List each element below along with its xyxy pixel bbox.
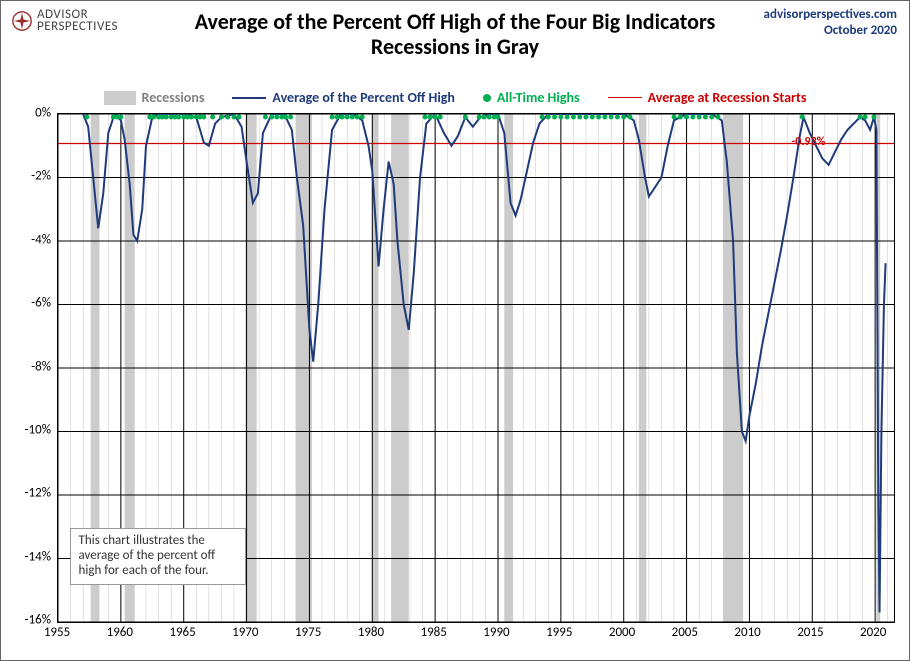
legend-avg-label: Average of the Percent Off High: [272, 89, 455, 106]
legend-avg-line: Average of the Percent Off High: [232, 89, 455, 106]
legend-recessions: Recessions: [104, 89, 205, 106]
y-tick-label: -4%: [31, 232, 51, 247]
y-tick-label: -6%: [31, 296, 51, 311]
ref-swatch-icon: [608, 97, 642, 98]
x-tick-label: 1975: [295, 625, 321, 640]
title-line-2: Recessions in Gray: [371, 33, 539, 60]
x-tick-label: 1965: [169, 625, 195, 640]
x-tick-label: 2000: [609, 625, 635, 640]
legend: Recessions Average of the Percent Off Hi…: [1, 89, 909, 106]
line-swatch-icon: [232, 97, 266, 99]
x-tick-label: 2015: [797, 625, 823, 640]
legend-highs: All-Time Highs: [483, 89, 580, 106]
y-tick-label: 0%: [35, 106, 51, 121]
title-line-1: Average of the Percent Off High of the F…: [195, 8, 716, 35]
x-tick-label: 1980: [358, 625, 384, 640]
x-tick-label: 2005: [672, 625, 698, 640]
dot-swatch-icon: [483, 94, 491, 102]
legend-highs-label: All-Time Highs: [497, 89, 580, 106]
x-tick-label: 1960: [107, 625, 133, 640]
y-tick-label: -10%: [25, 422, 51, 437]
legend-ref-label: Average at Recession Starts: [648, 89, 807, 106]
x-tick-label: 1955: [44, 625, 70, 640]
legend-recessions-label: Recessions: [142, 89, 205, 106]
recession-swatch-icon: [104, 91, 136, 105]
legend-ref: Average at Recession Starts: [608, 89, 807, 106]
y-tick-label: -12%: [25, 486, 51, 501]
y-tick-label: -2%: [31, 169, 51, 184]
ref-line-label: -0.93%: [792, 135, 826, 149]
y-tick-label: -8%: [31, 359, 51, 374]
x-tick-label: 1995: [546, 625, 572, 640]
chart-title: Average of the Percent Off High of the F…: [1, 9, 909, 60]
y-tick-label: -14%: [25, 549, 51, 564]
chart-note: This chart illustrates the average of th…: [70, 528, 246, 585]
chart-container: ADVISOR PERSPECTIVES advisorperspectives…: [0, 0, 910, 661]
x-tick-label: 2010: [734, 625, 760, 640]
x-tick-label: 1970: [232, 625, 258, 640]
x-tick-label: 2020: [860, 625, 886, 640]
x-tick-label: 1990: [483, 625, 509, 640]
x-tick-label: 1985: [421, 625, 447, 640]
